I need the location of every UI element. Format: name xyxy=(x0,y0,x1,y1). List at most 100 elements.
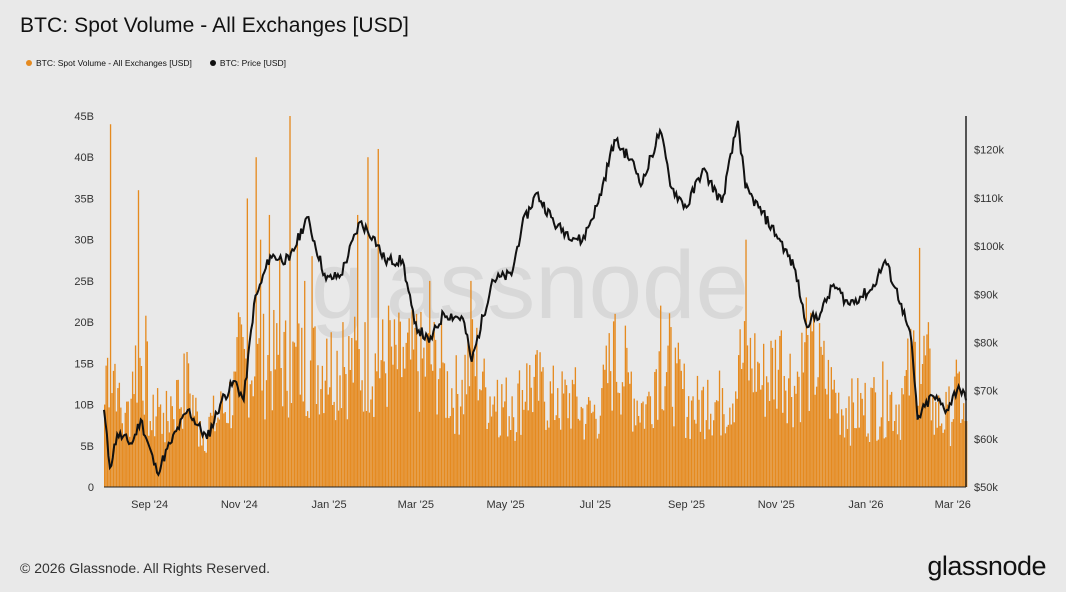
volume-bar xyxy=(643,428,646,487)
volume-bar xyxy=(209,412,212,487)
volume-bar xyxy=(826,394,828,487)
volume-bar xyxy=(449,416,452,487)
volume-bar xyxy=(208,416,210,487)
volume-bar xyxy=(724,433,727,487)
volume-bar xyxy=(511,396,513,487)
y-right-tick-label: $70k xyxy=(974,386,998,398)
volume-bar xyxy=(473,353,475,487)
volume-bar xyxy=(379,378,381,487)
volume-bar xyxy=(489,396,491,487)
volume-bar xyxy=(524,401,527,487)
volume-bar xyxy=(504,401,506,487)
legend-item-volume[interactable]: BTC: Spot Volume - All Exchanges [USD] xyxy=(26,58,192,68)
volume-bar xyxy=(321,365,324,487)
volume-bar xyxy=(627,372,629,487)
volume-bar xyxy=(330,332,332,487)
volume-bar xyxy=(621,382,624,487)
volume-bar xyxy=(336,350,338,487)
volume-bar xyxy=(245,358,247,487)
volume-bar xyxy=(599,415,602,487)
volume-bar xyxy=(760,389,762,487)
volume-bar xyxy=(459,406,462,487)
volume-bar xyxy=(574,367,577,487)
legend-item-price[interactable]: BTC: Price [USD] xyxy=(209,58,286,68)
volume-bar xyxy=(204,451,206,487)
volume-bar xyxy=(349,369,351,487)
volume-bar xyxy=(924,355,927,487)
volume-bar xyxy=(281,406,284,487)
volume-bar xyxy=(380,360,382,487)
y-right-tick-label: $60k xyxy=(974,434,998,446)
volume-bar xyxy=(448,418,450,487)
volume-bar xyxy=(373,416,375,487)
volume-bar xyxy=(496,379,499,487)
price-line xyxy=(103,120,967,477)
volume-bar xyxy=(398,312,400,487)
volume-bar xyxy=(532,412,534,487)
volume-bar xyxy=(289,116,291,487)
volume-bar xyxy=(858,427,860,487)
volume-bar xyxy=(176,380,178,487)
volume-bar xyxy=(689,438,691,487)
volume-bar xyxy=(935,401,937,487)
volume-bar xyxy=(343,367,346,487)
volume-bar xyxy=(465,394,468,487)
volume-bar xyxy=(220,391,222,487)
volume-bar xyxy=(520,434,522,487)
volume-bar xyxy=(752,392,755,487)
volume-bar xyxy=(457,393,459,487)
volume-bar xyxy=(305,416,307,487)
volume-bar xyxy=(327,394,329,487)
volume-bar xyxy=(355,340,357,487)
volume-bar xyxy=(757,361,759,487)
volume-bar xyxy=(317,365,319,487)
volume-bar xyxy=(345,374,347,487)
y-axis-left: 0 5B 10B 15B 20B 25B 30B 35B 40B 45B xyxy=(74,111,94,494)
volume-bar xyxy=(271,410,274,487)
volume-bar xyxy=(348,336,350,487)
volume-bar xyxy=(290,403,293,487)
volume-bar xyxy=(712,420,715,487)
volume-bar xyxy=(192,394,194,487)
volume-bar xyxy=(682,388,684,487)
volume-bar xyxy=(920,384,922,487)
volume-bar xyxy=(339,375,341,487)
volume-bar xyxy=(154,436,156,487)
legend: BTC: Spot Volume - All Exchanges [USD] B… xyxy=(26,58,286,68)
legend-volume-label: BTC: Spot Volume - All Exchanges [USD] xyxy=(36,58,192,68)
volume-bar xyxy=(352,382,354,487)
volume-bar xyxy=(657,419,659,487)
volume-bar xyxy=(440,319,443,487)
volume-bar xyxy=(898,404,900,487)
volume-bar xyxy=(199,421,201,487)
volume-bar xyxy=(523,409,525,487)
volume-bar xyxy=(808,410,810,487)
volume-bar xyxy=(883,438,885,487)
volume-bar xyxy=(304,280,306,487)
volume-bar xyxy=(730,424,732,487)
volume-bar xyxy=(945,391,947,487)
x-tick-label: Nov '24 xyxy=(221,499,258,511)
volume-bar xyxy=(710,413,712,487)
volume-bar xyxy=(239,317,241,487)
volume-bar xyxy=(958,371,960,487)
volume-bar xyxy=(661,409,663,487)
volume-bar xyxy=(560,429,562,487)
volume-bar xyxy=(389,320,391,487)
volume-bar xyxy=(261,390,263,487)
volume-bar xyxy=(146,341,148,487)
volume-bar xyxy=(407,332,409,487)
volume-bar xyxy=(685,437,687,487)
volume-bar xyxy=(913,330,915,487)
volume-bar xyxy=(763,343,765,487)
y-left-tick-label: 35B xyxy=(74,193,94,205)
volume-bar xyxy=(467,337,469,487)
volume-bar xyxy=(551,393,553,487)
volume-bar xyxy=(652,428,655,487)
volume-bar xyxy=(267,355,269,487)
x-tick-label: Jan '25 xyxy=(311,499,346,511)
volume-bar xyxy=(174,430,176,487)
volume-bar xyxy=(946,404,949,487)
volume-bar xyxy=(320,389,322,487)
volume-bar xyxy=(796,371,799,487)
